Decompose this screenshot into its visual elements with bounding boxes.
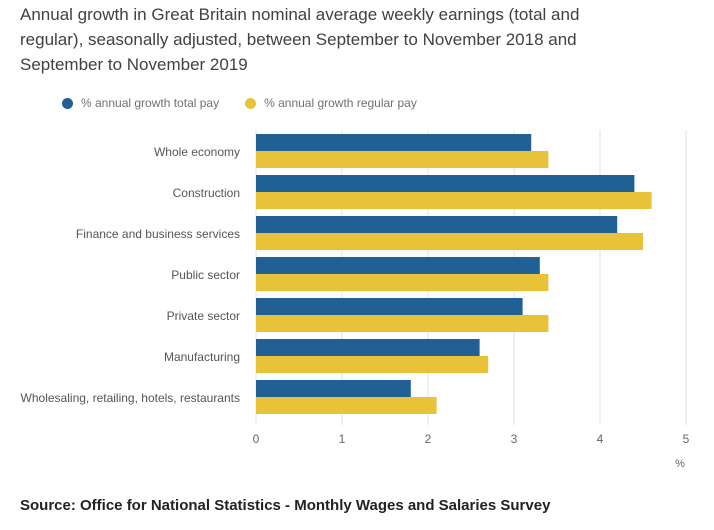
legend-item-total-pay: % annual growth total pay: [62, 96, 219, 110]
bar-regular-pay: [256, 356, 489, 373]
x-tick-label: 1: [339, 432, 346, 446]
category-label: Wholesaling, retailing, hotels, restaura…: [21, 391, 240, 405]
bar-total-pay: [256, 339, 480, 356]
legend-label-regular-pay: % annual growth regular pay: [264, 96, 417, 110]
legend-swatch-regular-pay: [245, 97, 257, 109]
bar-total-pay: [256, 298, 523, 315]
bar-total-pay: [256, 216, 618, 233]
x-tick-label: 5: [683, 432, 690, 446]
x-tick-label: 3: [511, 432, 518, 446]
x-tick-label: 2: [425, 432, 432, 446]
x-tick-label: 0: [253, 432, 260, 446]
bar-regular-pay: [256, 397, 437, 414]
bar-total-pay: [256, 380, 411, 397]
chart-title: Annual growth in Great Britain nominal a…: [20, 5, 580, 74]
legend-item-regular-pay: % annual growth regular pay: [245, 96, 417, 110]
bar-regular-pay: [256, 274, 549, 291]
x-tick-label: 4: [597, 432, 604, 446]
legend: % annual growth total pay % annual growt…: [62, 95, 443, 111]
bar-regular-pay: [256, 192, 652, 209]
source-note: Source: Office for National Statistics -…: [20, 497, 551, 514]
bar-total-pay: [256, 175, 635, 192]
bar-total-pay: [256, 257, 540, 274]
bar-chart: Whole economy Construction Finance and bus…: [21, 130, 690, 470]
legend-label-total-pay: % annual growth total pay: [81, 96, 220, 110]
legend-swatch-total-pay: [62, 97, 73, 109]
category-label: Construction: [173, 186, 240, 200]
x-axis-label: %: [675, 458, 685, 470]
bar-total-pay: [256, 134, 532, 151]
bar-regular-pay: [256, 151, 549, 168]
category-label: Private sector: [167, 309, 240, 323]
bar-regular-pay: [256, 233, 643, 250]
category-label: Finance and business services: [76, 227, 240, 241]
category-label: Whole economy: [154, 145, 240, 159]
bar-regular-pay: [256, 315, 549, 332]
category-label: Manufacturing: [164, 350, 240, 364]
category-label: Public sector: [171, 268, 240, 282]
